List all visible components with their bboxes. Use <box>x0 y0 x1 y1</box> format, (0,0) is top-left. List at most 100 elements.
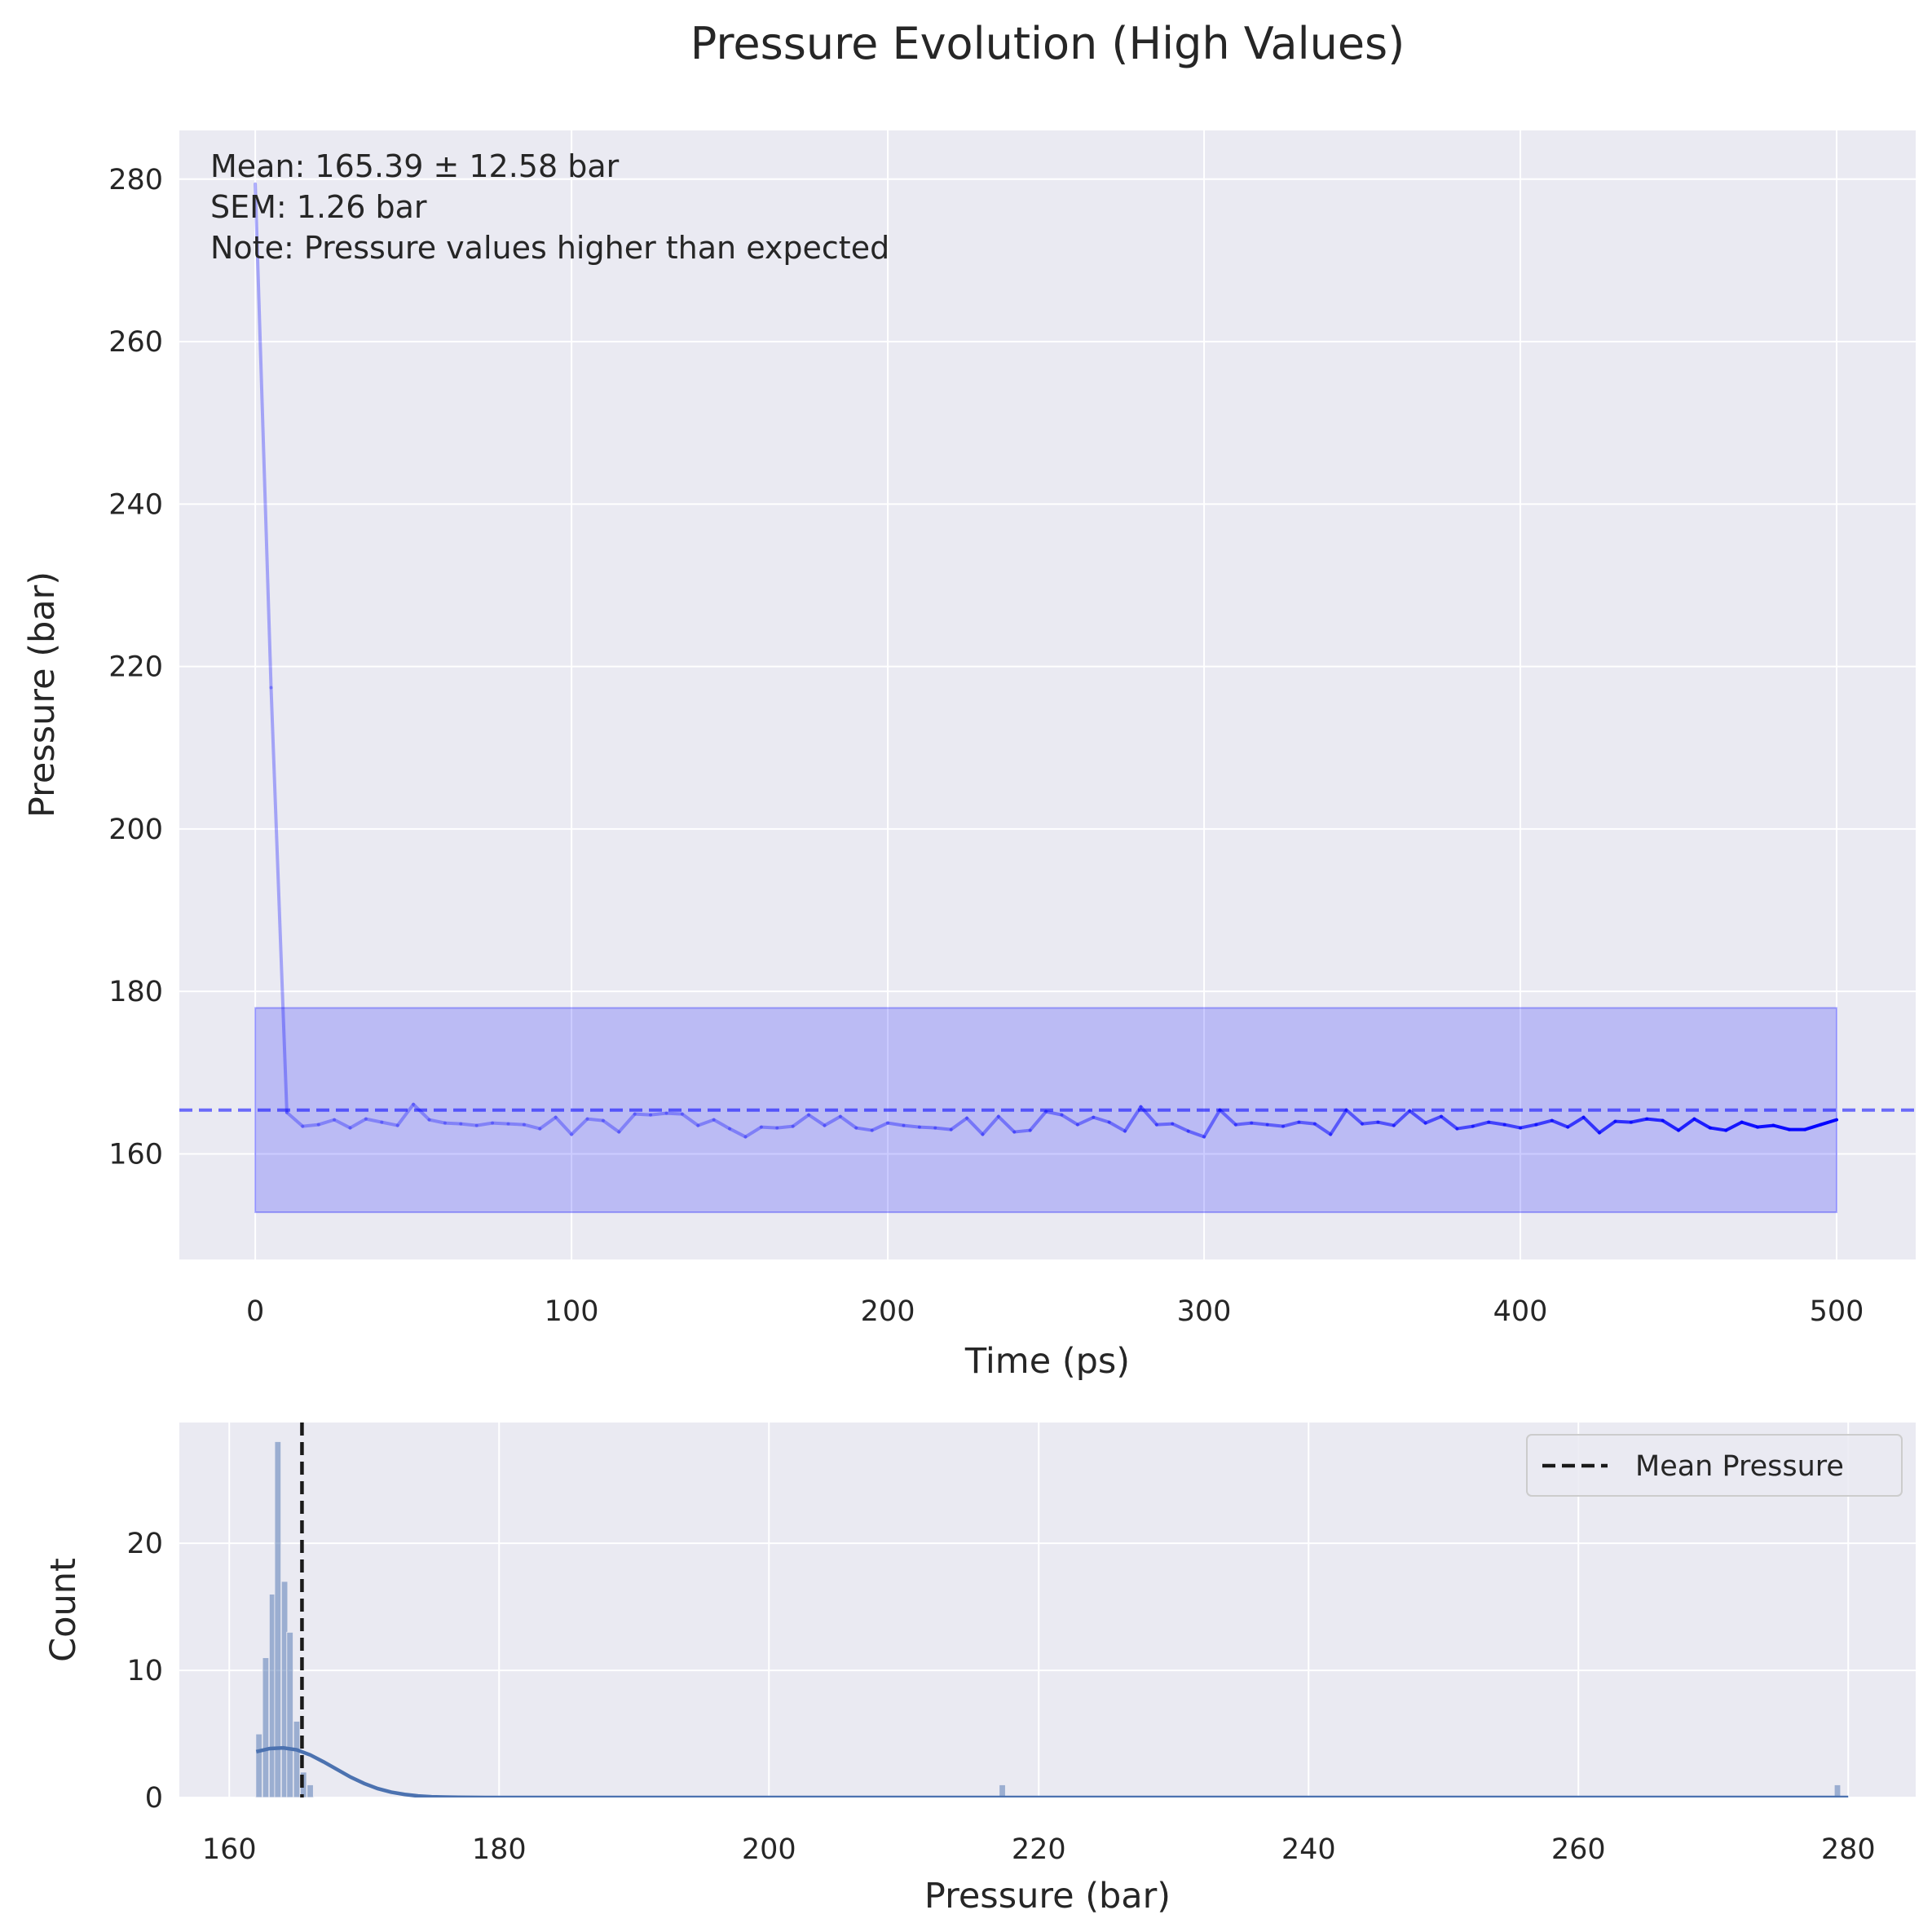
series-segment-28 <box>696 1118 716 1127</box>
hist-y-tick-2: 20 <box>126 1528 163 1560</box>
series-segment-43 <box>933 1126 953 1131</box>
series-segment-44 <box>949 1116 969 1131</box>
series-segment-15 <box>491 1121 510 1126</box>
series-segment-27 <box>680 1112 700 1127</box>
line-x-ticks: 0 100 200 300 400 500 <box>246 1295 1864 1328</box>
series-segment-95 <box>1756 1123 1775 1129</box>
series-segment-25 <box>649 1111 668 1117</box>
histogram-bar-10 <box>1833 1784 1842 1797</box>
series-segment-68 <box>1329 1108 1348 1136</box>
series-segment-1 <box>269 686 289 1114</box>
series-segment-53 <box>1092 1115 1111 1124</box>
stats-annotation-note: Note: Pressure values higher than expect… <box>210 230 889 266</box>
series-segment-89 <box>1661 1118 1681 1132</box>
histogram-bar-3 <box>274 1440 282 1797</box>
hist-x-tick-5: 260 <box>1551 1833 1606 1866</box>
series-segment-41 <box>902 1123 921 1129</box>
series-segment-4 <box>316 1118 337 1127</box>
series-segment-78 <box>1487 1120 1506 1127</box>
series-segment-23 <box>617 1112 637 1134</box>
series-segment-66 <box>1297 1120 1317 1126</box>
series-segment-3 <box>301 1123 320 1128</box>
series-segment-30 <box>728 1127 748 1139</box>
series-segment-13 <box>459 1122 479 1127</box>
series-segment-79 <box>1502 1123 1523 1130</box>
hist-x-tick-0: 160 <box>202 1833 257 1866</box>
hist-x-tick-1: 180 <box>472 1833 527 1866</box>
series-segment-87 <box>1629 1117 1649 1124</box>
legend: Mean Pressure <box>1526 1434 1903 1497</box>
series-segment-29 <box>712 1118 732 1131</box>
series-segment-21 <box>585 1117 605 1123</box>
series-segment-69 <box>1344 1108 1365 1126</box>
hist-x-tick-4: 240 <box>1281 1833 1336 1866</box>
series-segment-65 <box>1281 1120 1301 1128</box>
series-segment-0 <box>254 182 273 690</box>
series-segment-82 <box>1550 1118 1570 1129</box>
series-segment-11 <box>427 1118 447 1125</box>
histogram-bar-1 <box>262 1656 270 1797</box>
legend-box <box>1526 1434 1903 1497</box>
line-grid <box>179 130 1916 1259</box>
series-segment-48 <box>1012 1128 1032 1134</box>
series-segment-56 <box>1139 1105 1158 1127</box>
series-segment-16 <box>506 1122 526 1127</box>
pressure-series <box>254 182 1839 1139</box>
series-segment-59 <box>1186 1129 1206 1139</box>
series-segment-36 <box>823 1114 842 1127</box>
histogram-bar-0 <box>255 1733 263 1797</box>
series-segment-83 <box>1566 1115 1586 1129</box>
legend-label-mean: Mean Pressure <box>1635 1450 1844 1483</box>
line-y-tick-3: 220 <box>108 651 163 684</box>
series-segment-7 <box>364 1117 384 1124</box>
series-segment-88 <box>1645 1117 1665 1123</box>
series-segment-92 <box>1708 1126 1728 1132</box>
line-y-tick-5: 260 <box>108 326 163 359</box>
series-segment-51 <box>1060 1113 1079 1127</box>
series-segment-31 <box>743 1125 763 1139</box>
series-segment-58 <box>1171 1122 1190 1133</box>
series-segment-99 <box>1819 1118 1839 1127</box>
series-segment-40 <box>886 1121 906 1127</box>
series-segment-90 <box>1677 1117 1696 1132</box>
series-segment-60 <box>1202 1108 1222 1139</box>
line-x-tick-2: 200 <box>861 1295 915 1328</box>
series-segment-96 <box>1771 1123 1791 1131</box>
kde-curve <box>255 1745 1849 1797</box>
series-segment-55 <box>1123 1105 1143 1133</box>
line-y-tick-4: 240 <box>108 488 163 521</box>
series-segment-52 <box>1075 1115 1096 1127</box>
series-segment-2 <box>285 1110 305 1128</box>
series-segment-61 <box>1218 1108 1237 1127</box>
series-segment-39 <box>870 1121 890 1132</box>
line-y-ticks: 160 180 200 220 240 260 280 <box>108 164 163 1171</box>
series-segment-45 <box>965 1116 985 1136</box>
series-segment-24 <box>633 1112 653 1117</box>
series-segment-80 <box>1519 1123 1538 1130</box>
series-segment-20 <box>570 1117 589 1136</box>
series-segment-17 <box>522 1123 542 1131</box>
series-segment-76 <box>1455 1124 1475 1131</box>
histogram-bar-6 <box>293 1720 301 1797</box>
line-x-tick-5: 500 <box>1810 1295 1864 1328</box>
series-segment-35 <box>807 1113 827 1127</box>
hist-x-tick-6: 280 <box>1821 1833 1876 1866</box>
series-segment-77 <box>1471 1120 1491 1128</box>
line-chart: 0 100 200 300 400 500 160 180 200 220 240 260 280 T… <box>22 130 1916 1382</box>
series-segment-47 <box>996 1114 1017 1134</box>
series-segment-5 <box>333 1118 352 1130</box>
series-segment-98 <box>1803 1123 1823 1131</box>
series-segment-85 <box>1598 1119 1617 1135</box>
series-segment-34 <box>791 1113 811 1128</box>
line-x-tick-0: 0 <box>246 1295 264 1328</box>
histogram-chart: 160 180 200 220 240 260 280 0 10 20 Pressure (ba… <box>43 1423 1916 1917</box>
line-plot-area <box>179 130 1916 1259</box>
series-segment-38 <box>854 1126 874 1132</box>
series-segment-62 <box>1233 1121 1254 1127</box>
line-y-axis-label: Pressure (bar) <box>22 571 63 818</box>
line-x-tick-1: 100 <box>545 1295 599 1328</box>
histogram-bar-9 <box>999 1784 1006 1797</box>
series-segment-91 <box>1692 1117 1712 1130</box>
line-y-tick-6: 280 <box>108 164 163 196</box>
